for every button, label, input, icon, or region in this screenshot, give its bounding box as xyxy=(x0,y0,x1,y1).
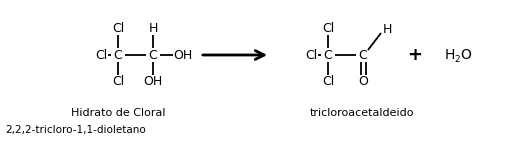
Text: Hidrato de Cloral: Hidrato de Cloral xyxy=(71,108,165,118)
Text: O: O xyxy=(358,75,368,88)
Text: C: C xyxy=(149,49,158,61)
Text: Cl: Cl xyxy=(322,75,334,88)
Text: H: H xyxy=(445,48,455,62)
Text: Cl: Cl xyxy=(96,49,108,61)
Text: OH: OH xyxy=(173,49,192,61)
Text: 2,2,2-tricloro-1,1-dioletano: 2,2,2-tricloro-1,1-dioletano xyxy=(5,125,146,135)
Text: OH: OH xyxy=(143,75,163,88)
Text: Cl: Cl xyxy=(322,22,334,35)
Text: C: C xyxy=(359,49,368,61)
Text: C: C xyxy=(113,49,122,61)
Text: tricloroacetaldeido: tricloroacetaldeido xyxy=(310,108,415,118)
Text: C: C xyxy=(323,49,332,61)
Text: H: H xyxy=(382,22,392,36)
Text: Cl: Cl xyxy=(112,75,124,88)
Text: 2: 2 xyxy=(454,55,459,63)
Text: Cl: Cl xyxy=(112,22,124,35)
Text: +: + xyxy=(407,46,423,64)
Text: Cl: Cl xyxy=(306,49,318,61)
Text: H: H xyxy=(148,22,158,35)
Text: O: O xyxy=(460,48,471,62)
